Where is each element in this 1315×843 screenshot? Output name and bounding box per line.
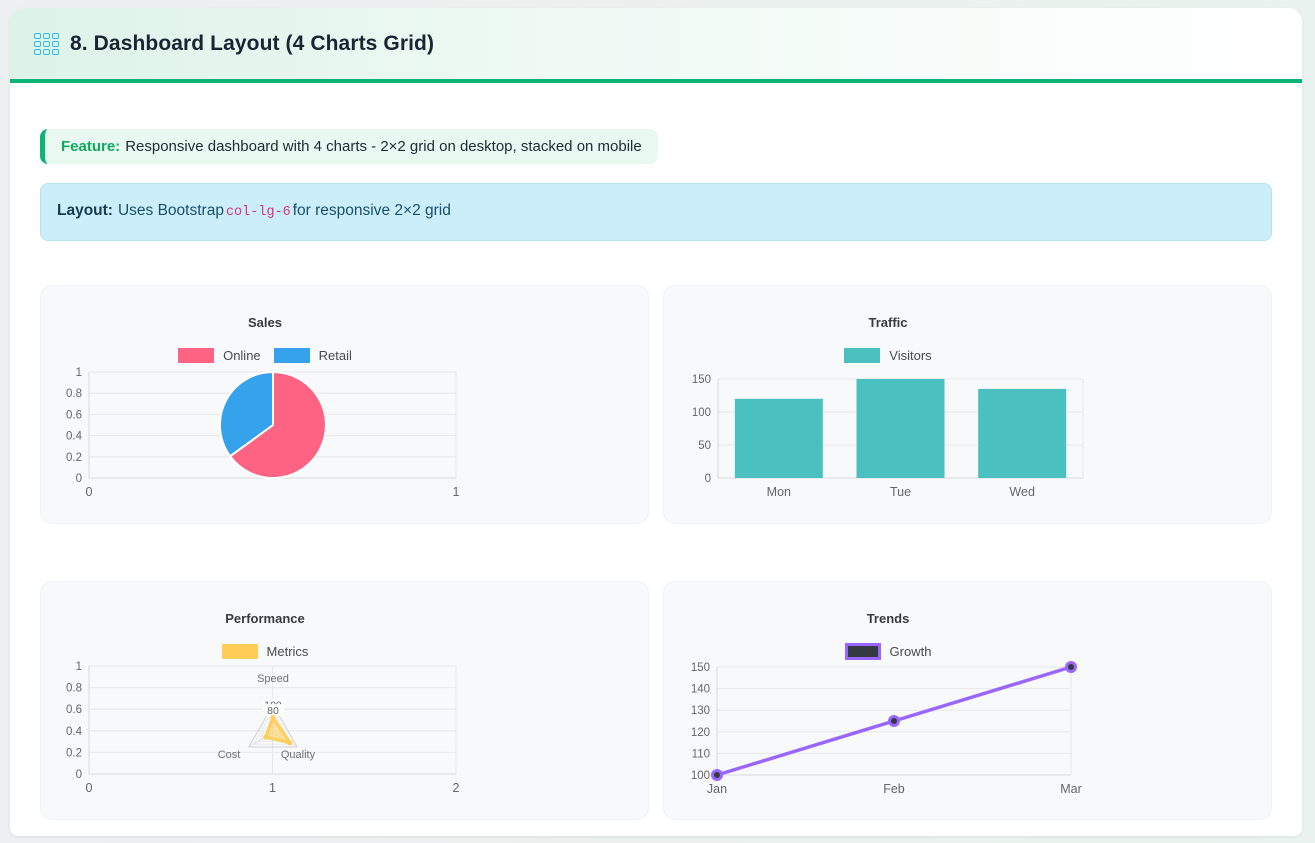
pie-slice-online [228,370,327,479]
tick-label: Quality [281,749,316,761]
pie-slice-retail [218,370,274,458]
charts-grid: Sales Online Retail 1 0.8 0.6 0.4 0.2 0 0 1 Traf… [40,285,1272,820]
legend-item-online[interactable]: Online [178,347,261,363]
tick-label: 0.2 [66,747,82,759]
data-point-mar [1065,661,1077,673]
trends-chart-canvas[interactable]: Trends Growth 150 140 130 120 110 100 Jan Feb Ma… [664,582,1112,819]
chart-card-traffic: Traffic Visitors 150 100 50 0 Mon Tue Wed [663,285,1272,524]
dashboard-grid-icon [34,32,59,55]
legend-swatch [844,347,881,363]
tick-label: Wed [1009,485,1035,499]
sales-chart-legend: Online Retail [41,346,489,364]
tick-label: 150 [692,374,711,386]
data-point-feb [888,715,900,727]
tick-label: Speed [257,673,289,685]
tick-label: 0.8 [66,388,82,400]
tick-label: 0 [86,485,93,499]
tick-label: 0.2 [66,452,82,464]
main-content: Feature: Responsive dashboard with 4 char… [10,83,1302,820]
tick-label: 130 [691,705,710,717]
legend-label: Retail [318,347,352,363]
tick-label: 1 [453,485,460,499]
legend-label: Metrics [266,643,309,659]
tick-label: 1 [76,661,82,673]
page-title: 8. Dashboard Layout (4 Charts Grid) [70,31,435,55]
tick-label: 80 [267,705,279,717]
traffic-chart-legend: Visitors [664,346,1112,364]
performance-chart-title: Performance [225,611,305,626]
legend-item-visitors[interactable]: Visitors [844,347,932,363]
sales-chart-title: Sales [248,315,282,330]
feature-label: Feature: [61,138,121,155]
legend-item-retail[interactable]: Retail [273,347,352,363]
data-point-jan [711,769,723,781]
tick-label: 0 [76,769,82,781]
legend-swatch [844,642,881,660]
tick-label: 110 [692,748,710,760]
legend-swatch [273,347,310,363]
traffic-chart-title: Traffic [868,315,908,330]
header-accent-divider [10,79,1302,83]
tick-label: Jan [707,782,727,796]
radar-shape [264,716,292,745]
tick-label: 100 [264,700,282,712]
legend-label: Online [223,347,261,363]
tick-label: Tue [890,485,911,499]
legend-item-metrics[interactable]: Metrics [221,643,309,659]
tick-label: 0 [705,473,711,485]
feature-callout: Feature: Responsive dashboard with 4 char… [40,129,658,164]
tick-label: 100 [692,407,711,419]
tick-label: 2 [453,781,460,795]
feature-text: Responsive dashboard with 4 charts - 2×2… [125,138,642,155]
performance-chart-legend: Metrics [41,642,489,660]
legend-label: Visitors [889,347,932,363]
tick-label: Mar [1060,782,1082,796]
sales-chart-canvas[interactable]: Sales Online Retail 1 0.8 0.6 0.4 0.2 0 0 1 [41,286,489,523]
tick-label: 120 [691,727,710,739]
tick-label: 0.4 [66,726,83,738]
chart-card-sales: Sales Online Retail 1 0.8 0.6 0.4 0.2 0 0 1 [40,285,649,524]
chart-card-trends: Trends Growth 150 140 130 120 110 100 Jan Feb Ma… [663,581,1272,820]
tick-label: 140 [691,684,710,696]
trends-chart-title: Trends [866,611,910,626]
tick-label: 50 [698,440,711,452]
bar-tue [856,379,945,478]
trend-line [716,665,1072,777]
content-card: 8. Dashboard Layout (4 Charts Grid) Feat… [10,8,1302,836]
legend-swatch [178,347,215,363]
tick-label: 1 [269,781,276,795]
legend-label: Growth [889,643,932,659]
tick-label: 150 [691,662,710,674]
bar-mon [734,398,823,478]
layout-text-before: Uses Bootstrap [117,202,224,219]
tick-label: 0 [76,473,82,485]
tick-label: 0.6 [66,704,82,716]
traffic-chart-canvas[interactable]: Traffic Visitors 150 100 50 0 Mon Tue Wed [664,286,1112,523]
layout-note: Layout: Uses Bootstrap col-lg-6 for respons… [40,183,1272,241]
legend-item-growth[interactable]: Growth [844,642,932,660]
code-snippet: col-lg-6 [225,205,291,220]
section-header: 8. Dashboard Layout (4 Charts Grid) [10,8,1302,79]
tick-label: 0.6 [66,409,82,421]
tick-label: 100 [691,770,710,782]
layout-text-after: for responsive 2×2 grid [292,202,451,219]
layout-label: Layout: [57,202,113,219]
tick-label: 0.8 [66,683,82,695]
legend-swatch [221,643,258,659]
performance-chart-canvas[interactable]: Performance Metrics 1 0.8 0.6 0.4 0.2 0 0 1 2 Spe… [41,582,489,819]
tick-label: 0.4 [66,431,83,443]
tick-label: Mon [767,485,791,499]
tick-label: 0 [86,781,93,795]
trends-chart-legend: Growth [664,642,1112,660]
tick-label: Cost [218,749,241,761]
bar-wed [978,388,1067,478]
chart-card-performance: Performance Metrics 1 0.8 0.6 0.4 0.2 0 0 1 2 Spe… [40,581,649,820]
tick-label: Feb [883,782,905,796]
tick-label: 1 [76,367,82,379]
